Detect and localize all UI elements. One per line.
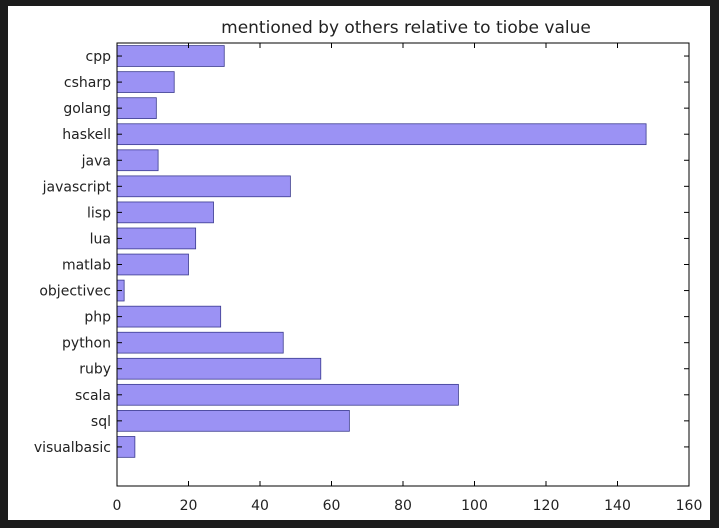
x-tick-label-60: 60 <box>323 498 341 514</box>
x-tick-label-20: 20 <box>180 498 198 514</box>
bar-lisp <box>116 201 214 224</box>
bar-matlab <box>116 253 189 276</box>
y-tick-label-javascript: javascript <box>42 179 112 195</box>
y-tick-label-visualbasic: visualbasic <box>34 440 111 456</box>
bar-java <box>116 149 159 172</box>
x-tick-label-0: 0 <box>113 498 122 514</box>
bars-group <box>116 45 647 458</box>
bar-golang <box>116 97 157 119</box>
bar-sql <box>116 410 350 432</box>
bar-javascript <box>116 175 291 198</box>
y-tick-label-python: python <box>62 336 111 352</box>
bar-csharp <box>116 71 175 93</box>
y-tick-label-cpp: cpp <box>86 49 112 65</box>
y-tick-label-scala: scala <box>75 388 111 404</box>
bar-haskell <box>116 123 647 146</box>
x-tick-labels: 0 20 40 60 80 100 120 140 160 <box>113 498 703 514</box>
y-tick-label-haskell: haskell <box>62 127 111 143</box>
y-tick-labels: cpp csharp golang haskell java javascript lisp… <box>34 49 112 456</box>
y-tick-label-lisp: lisp <box>87 205 111 221</box>
bar-python <box>116 331 284 354</box>
y-tick-label-csharp: csharp <box>64 75 111 91</box>
x-tick-label-140: 140 <box>604 498 631 514</box>
bar-cpp <box>116 45 225 67</box>
y-tick-label-golang: golang <box>63 101 111 117</box>
chart-title: mentioned by others relative to tiobe va… <box>221 18 591 38</box>
x-tick-label-100: 100 <box>461 498 488 514</box>
x-tick-label-40: 40 <box>251 498 269 514</box>
chart-figure: mentioned by others relative to tiobe va… <box>8 6 710 520</box>
bar-ruby <box>116 357 322 380</box>
x-tick-label-160: 160 <box>676 498 703 514</box>
y-tick-label-php: php <box>84 310 111 326</box>
y-tick-label-sql: sql <box>91 414 111 430</box>
y-tick-label-objectivec: objectivec <box>39 284 111 300</box>
bar-scala <box>116 383 459 406</box>
x-tick-label-80: 80 <box>394 498 412 514</box>
x-tick-label-120: 120 <box>533 498 560 514</box>
plot-frame <box>116 42 690 487</box>
y-tick-label-matlab: matlab <box>62 258 111 274</box>
bar-chart: mentioned by others relative to tiobe va… <box>34 18 703 514</box>
bar-php <box>116 305 222 328</box>
y-tick-label-lua: lua <box>90 231 111 247</box>
y-tick-label-java: java <box>81 153 111 169</box>
y-tick-label-ruby: ruby <box>79 362 111 378</box>
bar-lua <box>116 227 197 250</box>
